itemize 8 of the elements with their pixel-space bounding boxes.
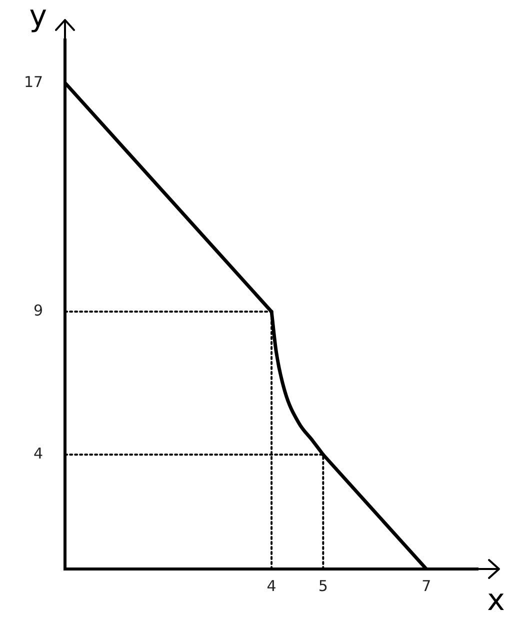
x-tick-label: 7 bbox=[422, 576, 432, 595]
y-axis-title: y bbox=[29, 0, 47, 34]
x-axis-title: x bbox=[487, 582, 505, 618]
x-tick-label: 5 bbox=[318, 576, 328, 595]
x-tick-label: 4 bbox=[266, 576, 276, 595]
y-tick-label: 4 bbox=[34, 444, 44, 463]
y-tick-label: 17 bbox=[24, 72, 44, 91]
y-tick-label: 9 bbox=[34, 302, 44, 320]
